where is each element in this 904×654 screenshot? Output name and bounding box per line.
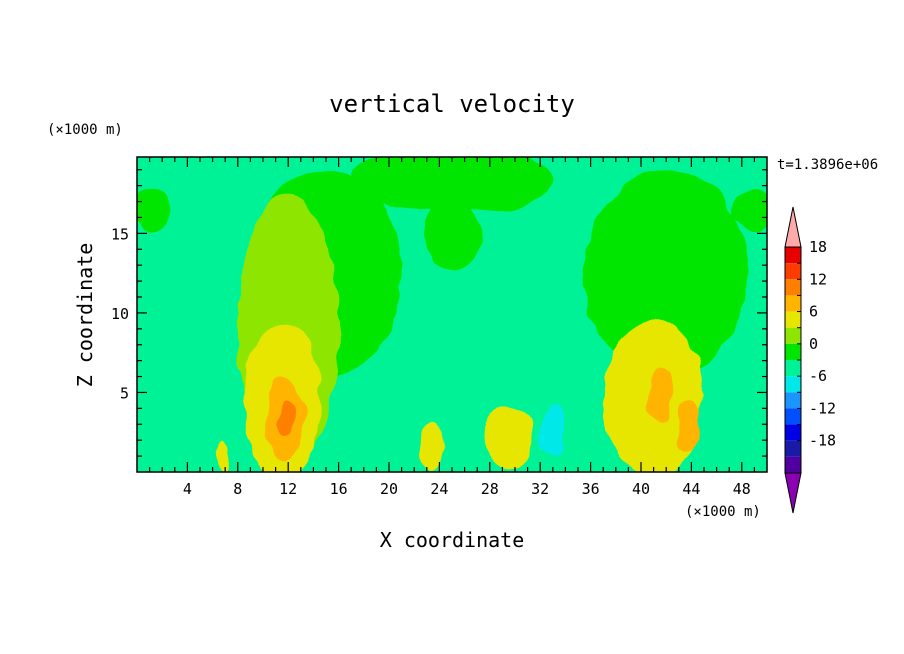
field-right-canopy <box>584 169 749 377</box>
colorbar-label: -18 <box>809 432 836 450</box>
x-tick-label: 28 <box>481 480 499 498</box>
x-tick-label: 16 <box>330 480 348 498</box>
field-feature <box>420 424 446 472</box>
colorbar-band <box>785 343 801 360</box>
y-tick-label: 10 <box>111 305 129 323</box>
colorbar-label: 6 <box>809 303 818 321</box>
colorbar-band <box>785 440 801 457</box>
colorbar-band <box>785 247 801 264</box>
velocity-field <box>137 157 767 472</box>
x-tick-label: 40 <box>632 480 650 498</box>
colorbar: -18 -12 -6 0 6 12 18 <box>784 206 836 514</box>
field-left-edge <box>137 188 173 231</box>
y-unit-label: (×1000 m) <box>47 122 123 138</box>
field-upper-lobe <box>423 201 481 272</box>
colorbar-band <box>785 424 801 441</box>
field-feature <box>697 376 761 472</box>
x-tick-label: 32 <box>531 480 549 498</box>
x-tick-label: 44 <box>682 480 700 498</box>
field-feature <box>158 304 222 449</box>
x-axis: 4 8 12 16 20 24 28 32 36 40 44 48 <box>149 157 756 498</box>
colorbar-max-arrow <box>784 206 802 248</box>
y-tick-label: 5 <box>120 384 129 402</box>
colorbar-band <box>785 392 801 409</box>
x-tick-label: 4 <box>183 480 192 498</box>
colorbar-band <box>785 360 801 377</box>
field-upper-band <box>351 157 553 213</box>
field-right-edge <box>732 190 767 229</box>
colorbar-band <box>785 408 801 425</box>
colorbar-label: 18 <box>809 238 827 256</box>
colorbar-band <box>785 295 801 312</box>
y-axis-label: Z coordinate <box>73 243 97 388</box>
x-tick-label: 48 <box>733 480 751 498</box>
field-feature <box>676 398 702 450</box>
field-feature <box>483 405 534 469</box>
colorbar-band <box>785 456 801 473</box>
time-label: t=1.3896e+06 <box>777 157 878 173</box>
colorbar-band <box>785 279 801 296</box>
y-axis: 5 10 15 <box>111 169 767 457</box>
colorbar-band <box>785 311 801 328</box>
chart-title: vertical velocity <box>329 90 575 118</box>
field-feature <box>216 441 229 471</box>
colorbar-label: 0 <box>809 335 818 353</box>
colorbar-band <box>785 263 801 280</box>
field-feature <box>540 406 566 458</box>
x-tick-label: 24 <box>430 480 448 498</box>
x-tick-label: 36 <box>582 480 600 498</box>
field-feature <box>278 398 294 437</box>
colorbar-band <box>785 327 801 344</box>
y-tick-label: 15 <box>111 225 129 243</box>
colorbar-band <box>785 376 801 393</box>
colorbar-min-arrow <box>784 472 802 514</box>
x-axis-label: X coordinate <box>380 528 525 552</box>
field-feature <box>647 370 673 422</box>
colorbar-label: 12 <box>809 270 827 288</box>
colorbar-label: -12 <box>809 399 836 417</box>
x-tick-label: 12 <box>279 480 297 498</box>
x-unit-label: (×1000 m) <box>685 504 761 520</box>
colorbar-label: -6 <box>809 367 827 385</box>
x-tick-label: 8 <box>233 480 242 498</box>
x-tick-label: 20 <box>380 480 398 498</box>
